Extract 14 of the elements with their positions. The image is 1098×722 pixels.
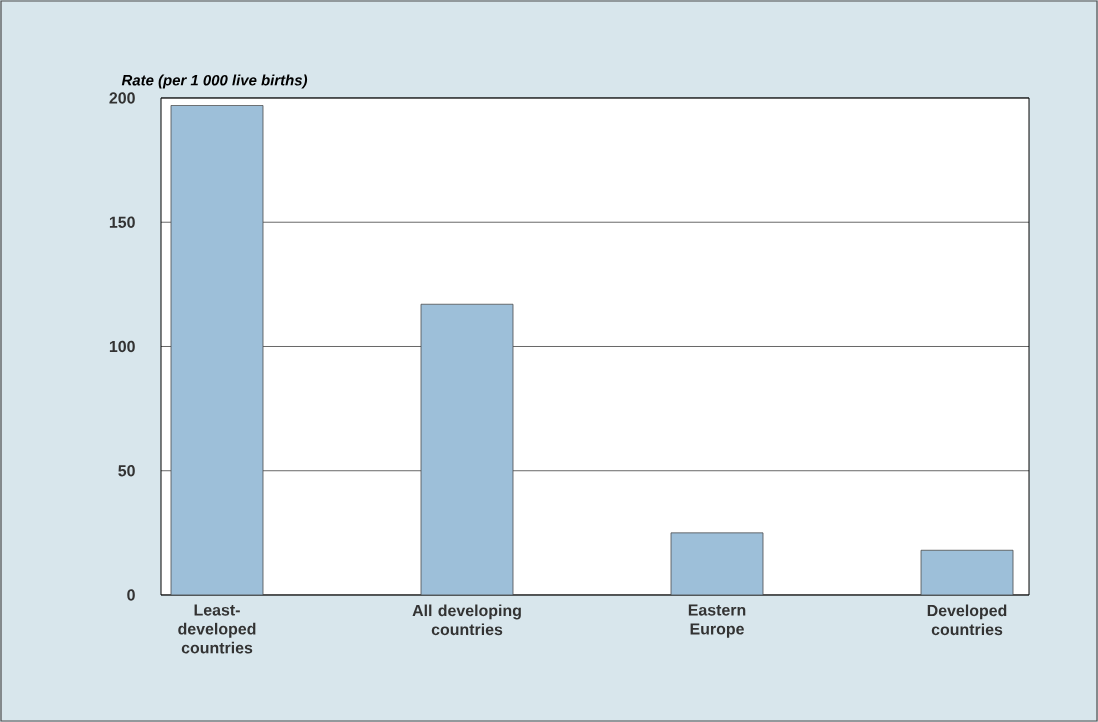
y-tick-label: 200: [109, 92, 135, 104]
x-tick-label: Developed countries: [927, 604, 1007, 636]
bar: [170, 105, 264, 595]
y-axis-title: Rate (per 1 000 live births): [121, 74, 308, 89]
x-tick-label: Eastern Europe: [688, 604, 746, 638]
y-tick-label: 50: [118, 465, 135, 477]
bar: [420, 303, 514, 595]
y-tick-label: 100: [109, 340, 135, 353]
y-tick-label: 150: [109, 216, 135, 228]
x-tick-label: Least-developed countries: [178, 604, 256, 654]
y-tick-label: 0: [127, 589, 135, 601]
bar: [920, 549, 1014, 595]
bar: [670, 532, 764, 595]
x-tick-label: All developing countries: [412, 604, 521, 636]
